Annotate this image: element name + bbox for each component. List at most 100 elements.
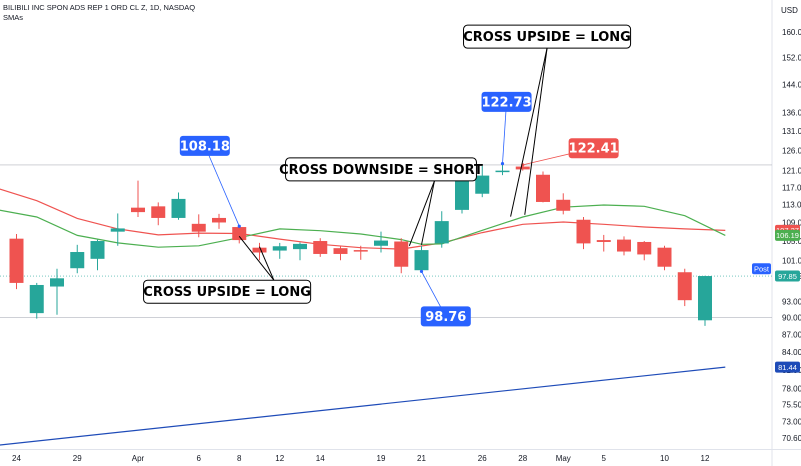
candle — [374, 231, 388, 253]
chart-header: BILIBILI INC SPON ADS REP 1 ORD CL Z, 1D… — [3, 3, 195, 22]
candle — [576, 217, 591, 250]
candle — [596, 234, 611, 252]
text-callout[interactable]: CROSS UPSIDE = LONG — [143, 236, 312, 304]
annotations: 108.18 98.76 122.73 122.41 CROSS UPSIDE = LO… — [143, 24, 632, 327]
time-tick-label: 24 — [12, 454, 21, 463]
candle — [495, 163, 510, 176]
time-tick-label: 26 — [478, 454, 487, 463]
last-value-tag: 81.44 — [775, 361, 800, 373]
time-tick-label: 28 — [518, 454, 527, 463]
text-callout-label: CROSS UPSIDE = LONG — [143, 285, 311, 300]
text-callout-label: CROSS UPSIDE = LONG — [463, 30, 631, 45]
price-callout[interactable]: 108.18 — [180, 135, 241, 228]
candle — [252, 242, 267, 261]
svg-text:97.85: 97.85 — [778, 272, 797, 281]
price-tick-label: 131.00 — [782, 127, 801, 136]
price-tick-label: 160.00 — [782, 28, 801, 37]
moving-averages — [0, 188, 726, 446]
candle — [353, 245, 368, 260]
price-tick-label: 109.00 — [782, 218, 801, 227]
time-tick-label: 5 — [602, 454, 607, 463]
candle — [556, 193, 571, 215]
time-tick-label: 29 — [73, 454, 82, 463]
price-callout-label: 122.73 — [481, 95, 531, 110]
price-callout[interactable]: 122.73 — [481, 91, 532, 166]
price-tick-label: 73.00 — [782, 417, 801, 426]
candle — [90, 239, 105, 271]
sma-line-1 — [0, 188, 726, 250]
svg-text:81.44: 81.44 — [778, 363, 797, 372]
price-tick-label: 105.00 — [782, 237, 801, 246]
price-callout-label: 98.76 — [425, 310, 466, 325]
candle — [212, 213, 226, 229]
text-callout[interactable]: CROSS DOWNSIDE = SHORT — [279, 157, 483, 246]
price-tick-label: 78.00 — [782, 385, 801, 394]
price-callout-label: 108.18 — [180, 139, 230, 154]
price-tick-label: 126.00 — [782, 147, 801, 156]
price-tick-label: 117.00 — [782, 183, 801, 192]
price-tick-label: 136.00 — [782, 109, 801, 118]
text-callout-label: CROSS DOWNSIDE = SHORT — [279, 163, 483, 178]
time-tick-label: 19 — [377, 454, 386, 463]
price-callout[interactable]: 98.76 — [419, 269, 471, 327]
price-tick-label: 121.00 — [782, 167, 801, 176]
price-tick-label: 144.00 — [782, 80, 801, 89]
price-tick-label: 84.00 — [782, 348, 801, 357]
candle — [232, 226, 247, 244]
price-tick-label: 70.60 — [782, 434, 801, 443]
candle — [272, 242, 287, 259]
time-tick-label: 10 — [660, 454, 669, 463]
price-tick-label: 152.00 — [782, 53, 801, 62]
currency-label: USD — [781, 6, 798, 15]
candle — [657, 245, 672, 271]
post-market-badge: Post — [752, 263, 771, 275]
price-tick-label: 75.50 — [782, 401, 801, 410]
candle — [536, 171, 550, 203]
price-tick-label: 93.00 — [782, 297, 801, 306]
time-tick-label: May — [556, 454, 571, 463]
last-value-tag: 97.85 — [775, 270, 800, 282]
time-tick-label: 21 — [417, 454, 426, 463]
time-tick-label: 8 — [237, 454, 242, 463]
candle — [475, 165, 490, 198]
candle — [191, 214, 206, 238]
time-tick-label: Apr — [132, 454, 145, 463]
time-tick-label: 12 — [275, 454, 284, 463]
candle — [151, 202, 166, 226]
price-tick-label: 101.00 — [782, 256, 801, 265]
candles — [9, 163, 712, 326]
time-axis[interactable]: 24 29 Apr 6 8 12 14 19 21 26 28 May 5 10 12 — [12, 454, 710, 463]
candle — [394, 238, 409, 274]
svg-text:Post: Post — [754, 265, 770, 274]
price-tick-label: 90.00 — [782, 314, 801, 323]
candle — [9, 233, 24, 290]
time-tick-label: 14 — [316, 454, 325, 463]
candle — [333, 245, 348, 261]
sma-line-3 — [0, 366, 726, 446]
candle — [70, 244, 85, 274]
candle — [171, 192, 186, 220]
candle — [698, 275, 712, 326]
candle — [313, 238, 328, 257]
candle — [110, 213, 125, 246]
svg-text:106.19: 106.19 — [776, 231, 799, 240]
price-tick-label: 113.00 — [782, 201, 801, 210]
candle — [414, 245, 429, 272]
symbol-title: BILIBILI INC SPON ADS REP 1 ORD CL Z, 1D… — [3, 3, 195, 12]
price-tick-label: 87.00 — [782, 330, 801, 339]
price-callout-label: 122.41 — [569, 142, 619, 157]
candle — [617, 236, 631, 256]
last-value-tag: 106.19 — [775, 229, 800, 241]
candle — [434, 211, 449, 248]
price-axis[interactable]: USD 160.00 152.00 144.00 136.00 131.00 126.00… — [752, 6, 801, 443]
candle — [293, 242, 307, 261]
indicator-name: SMAs — [3, 13, 23, 22]
time-tick-label: 6 — [197, 454, 202, 463]
text-callout[interactable]: CROSS UPSIDE = LONG — [463, 24, 632, 217]
price-callout[interactable]: 122.41 — [521, 138, 619, 167]
candle — [677, 268, 692, 307]
time-tick-label: 12 — [701, 454, 710, 463]
candle — [637, 241, 652, 261]
